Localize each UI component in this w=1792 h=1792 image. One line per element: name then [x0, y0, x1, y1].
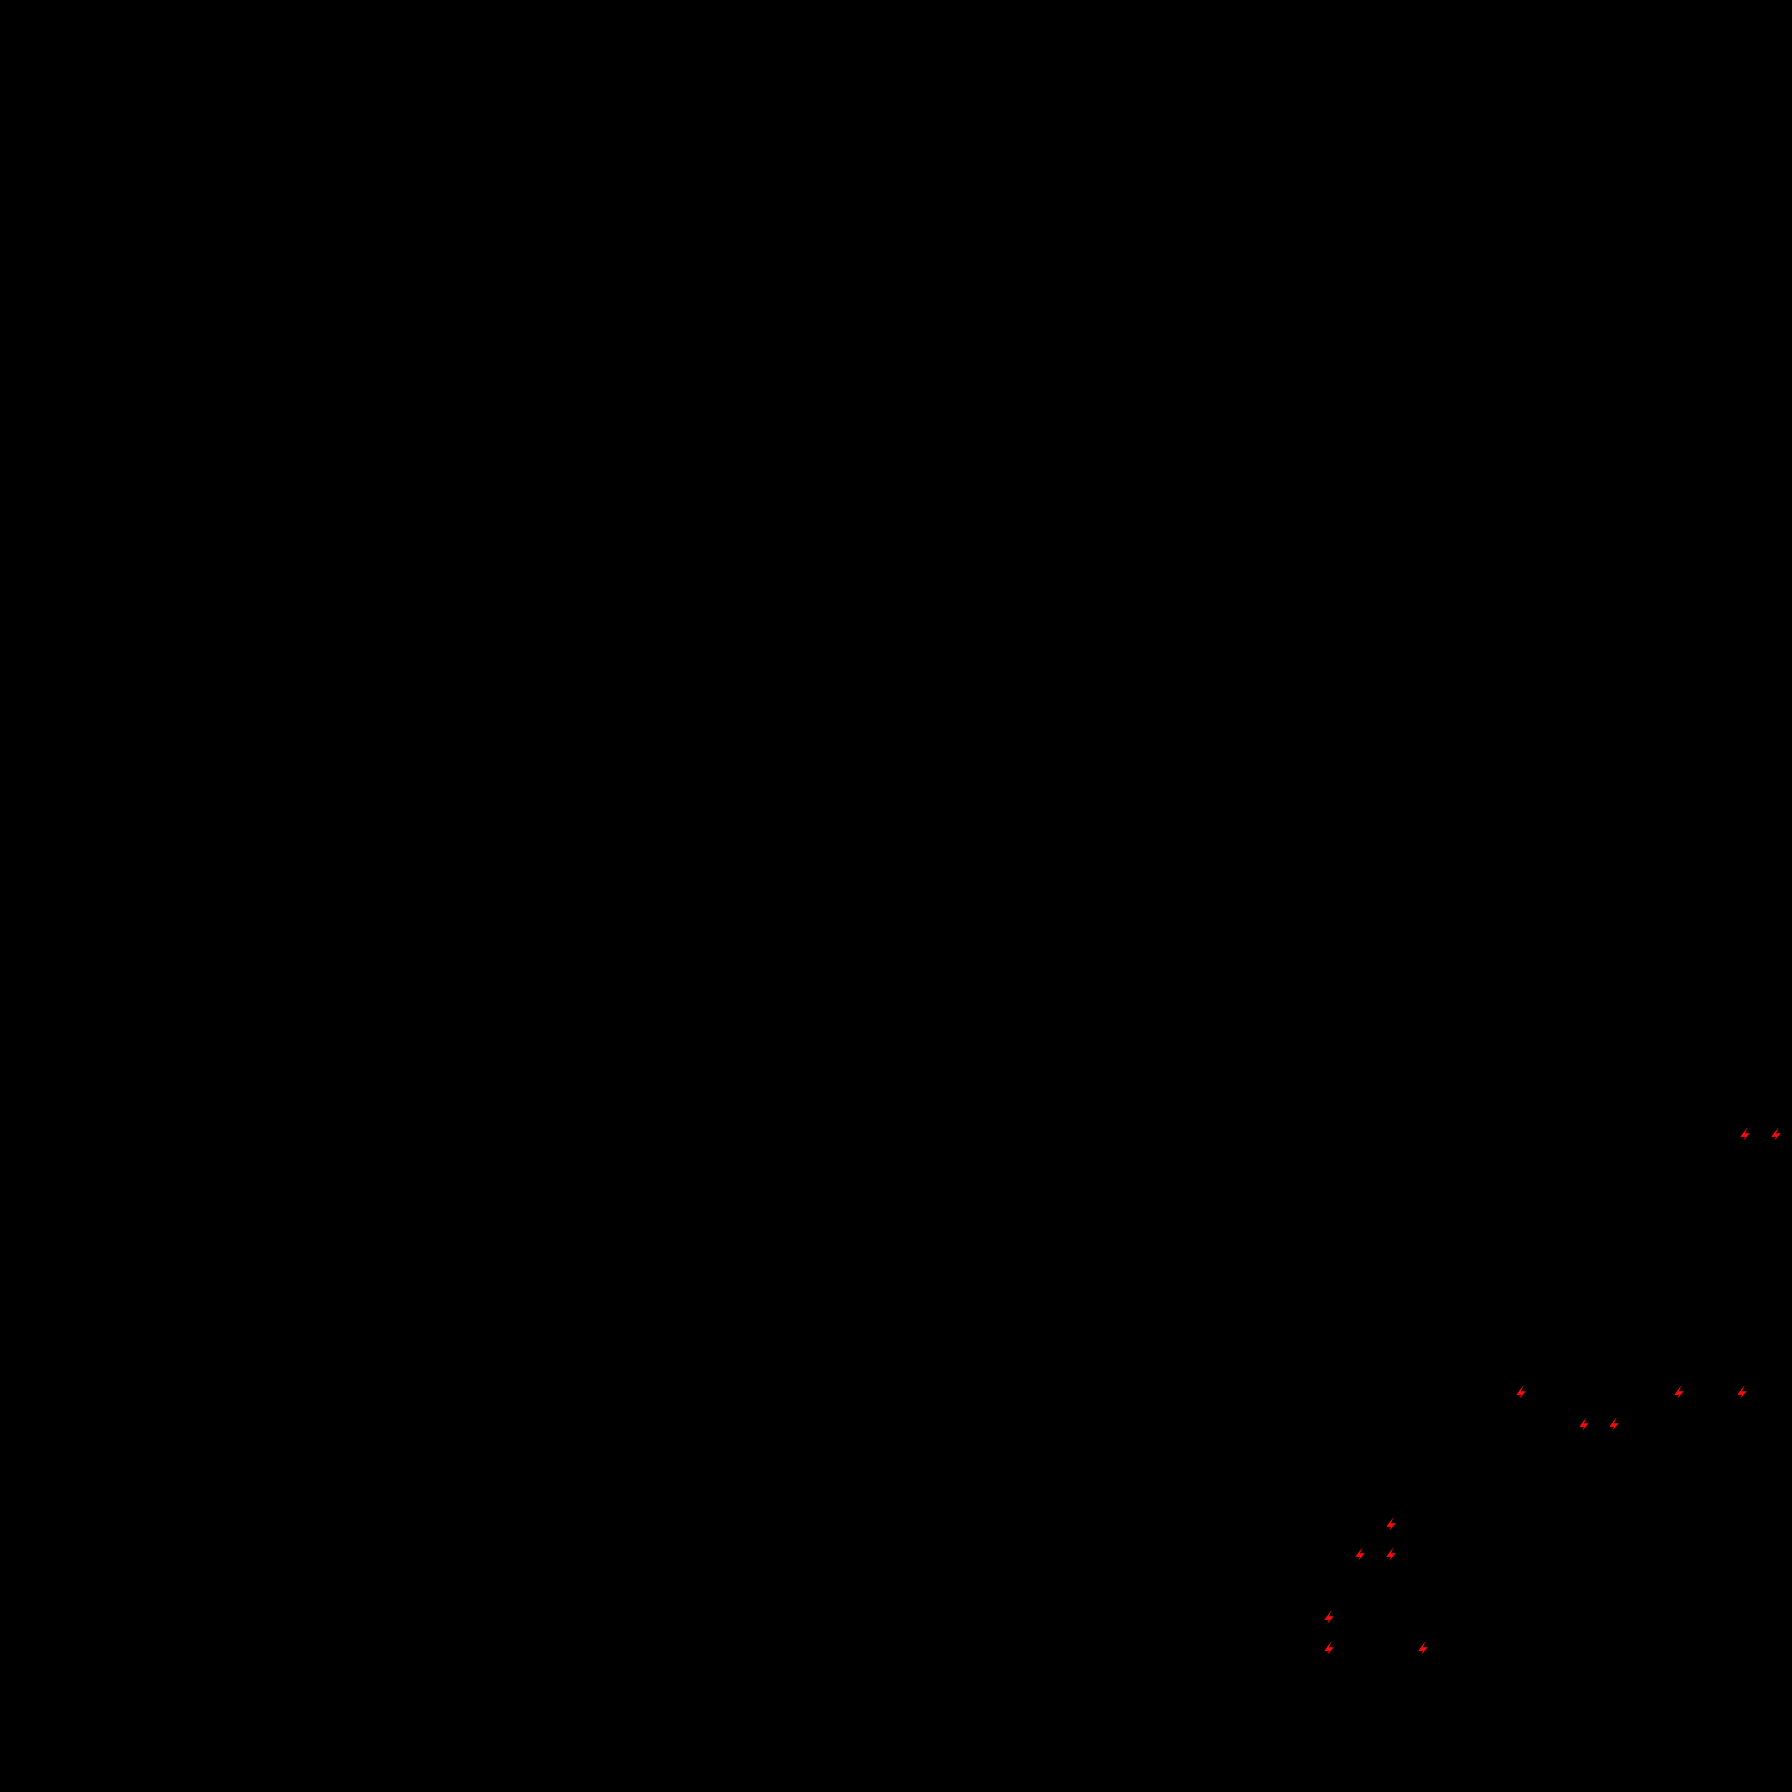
lightning-bolt-glyph — [1324, 1641, 1334, 1655]
lightning-bolt-icon[interactable] — [1513, 1376, 1529, 1408]
lightning-bolt-icon[interactable] — [1383, 1538, 1399, 1570]
lightning-bolt-glyph — [1737, 1385, 1747, 1399]
lightning-bolt-icon[interactable] — [1606, 1408, 1622, 1440]
lightning-bolt-icon[interactable] — [1321, 1601, 1337, 1633]
lightning-bolt-icon[interactable] — [1415, 1632, 1431, 1664]
lightning-bolt-glyph — [1579, 1417, 1589, 1431]
lightning-bolt-glyph — [1516, 1385, 1526, 1399]
lightning-bolt-glyph — [1674, 1385, 1684, 1399]
lightning-bolt-icon[interactable] — [1768, 1118, 1784, 1150]
lightning-bolt-icon[interactable] — [1321, 1632, 1337, 1664]
lightning-bolt-icon[interactable] — [1383, 1508, 1399, 1540]
lightning-bolt-icon[interactable] — [1671, 1376, 1687, 1408]
lightning-bolt-glyph — [1386, 1547, 1396, 1561]
lightning-bolt-glyph — [1324, 1610, 1334, 1624]
lightning-bolt-glyph — [1386, 1517, 1396, 1531]
lightning-bolt-icon[interactable] — [1352, 1538, 1368, 1570]
lightning-bolt-icon[interactable] — [1734, 1376, 1750, 1408]
lightning-bolt-glyph — [1355, 1547, 1365, 1561]
lightning-bolt-icon[interactable] — [1737, 1118, 1753, 1150]
lightning-bolt-glyph — [1609, 1417, 1619, 1431]
lightning-bolt-glyph — [1771, 1127, 1781, 1141]
lightning-bolt-icon[interactable] — [1576, 1408, 1592, 1440]
lightning-bolt-glyph — [1418, 1641, 1428, 1655]
lightning-bolt-glyph — [1740, 1127, 1750, 1141]
